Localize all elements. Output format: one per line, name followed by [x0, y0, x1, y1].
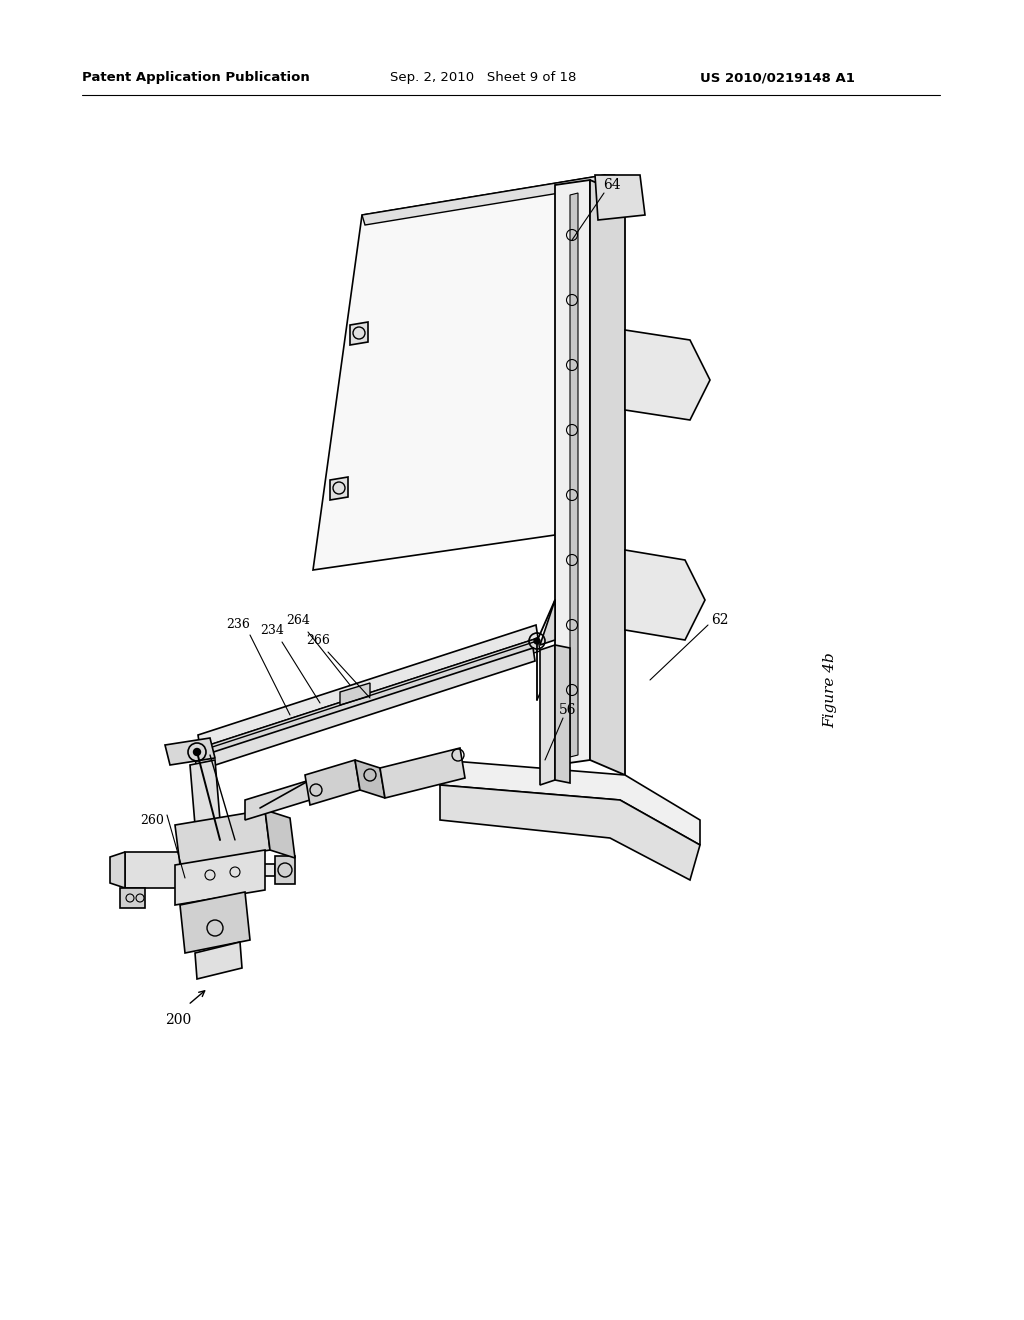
- Polygon shape: [198, 624, 538, 748]
- Polygon shape: [180, 892, 250, 953]
- Text: 62: 62: [712, 612, 729, 627]
- Text: Patent Application Publication: Patent Application Publication: [82, 71, 309, 84]
- Polygon shape: [555, 645, 570, 783]
- Polygon shape: [305, 760, 360, 805]
- Polygon shape: [625, 550, 705, 640]
- Polygon shape: [555, 180, 590, 766]
- Polygon shape: [440, 785, 700, 880]
- Text: 200: 200: [165, 1012, 191, 1027]
- Polygon shape: [120, 888, 145, 908]
- Polygon shape: [540, 645, 555, 785]
- Polygon shape: [245, 780, 310, 820]
- Text: 236: 236: [226, 619, 250, 631]
- Polygon shape: [195, 942, 242, 979]
- Polygon shape: [362, 176, 608, 224]
- Polygon shape: [110, 851, 125, 888]
- Text: Sep. 2, 2010   Sheet 9 of 18: Sep. 2, 2010 Sheet 9 of 18: [390, 71, 577, 84]
- Polygon shape: [555, 176, 615, 535]
- Polygon shape: [125, 851, 215, 888]
- Circle shape: [534, 638, 540, 644]
- Polygon shape: [570, 193, 578, 756]
- Polygon shape: [165, 738, 215, 766]
- Polygon shape: [590, 180, 625, 775]
- Circle shape: [194, 748, 201, 755]
- Polygon shape: [380, 748, 465, 799]
- Polygon shape: [330, 477, 348, 500]
- Polygon shape: [215, 865, 275, 876]
- Text: 234: 234: [260, 623, 284, 636]
- Text: US 2010/0219148 A1: US 2010/0219148 A1: [700, 71, 855, 84]
- Polygon shape: [313, 176, 605, 570]
- Polygon shape: [540, 601, 555, 645]
- Polygon shape: [190, 760, 220, 825]
- Polygon shape: [275, 855, 295, 884]
- Text: 260: 260: [140, 813, 164, 826]
- Text: 264: 264: [286, 614, 310, 627]
- Polygon shape: [175, 850, 265, 906]
- Polygon shape: [625, 330, 710, 420]
- Text: 266: 266: [306, 634, 330, 647]
- Polygon shape: [440, 760, 700, 845]
- Polygon shape: [340, 682, 370, 705]
- Text: Figure 4b: Figure 4b: [823, 652, 837, 727]
- Polygon shape: [265, 810, 295, 858]
- Text: 56: 56: [559, 704, 577, 717]
- Polygon shape: [595, 176, 645, 220]
- Text: 64: 64: [603, 178, 621, 191]
- Polygon shape: [175, 810, 270, 865]
- Polygon shape: [355, 760, 385, 799]
- Polygon shape: [195, 648, 535, 771]
- Polygon shape: [200, 638, 540, 762]
- Polygon shape: [350, 322, 368, 345]
